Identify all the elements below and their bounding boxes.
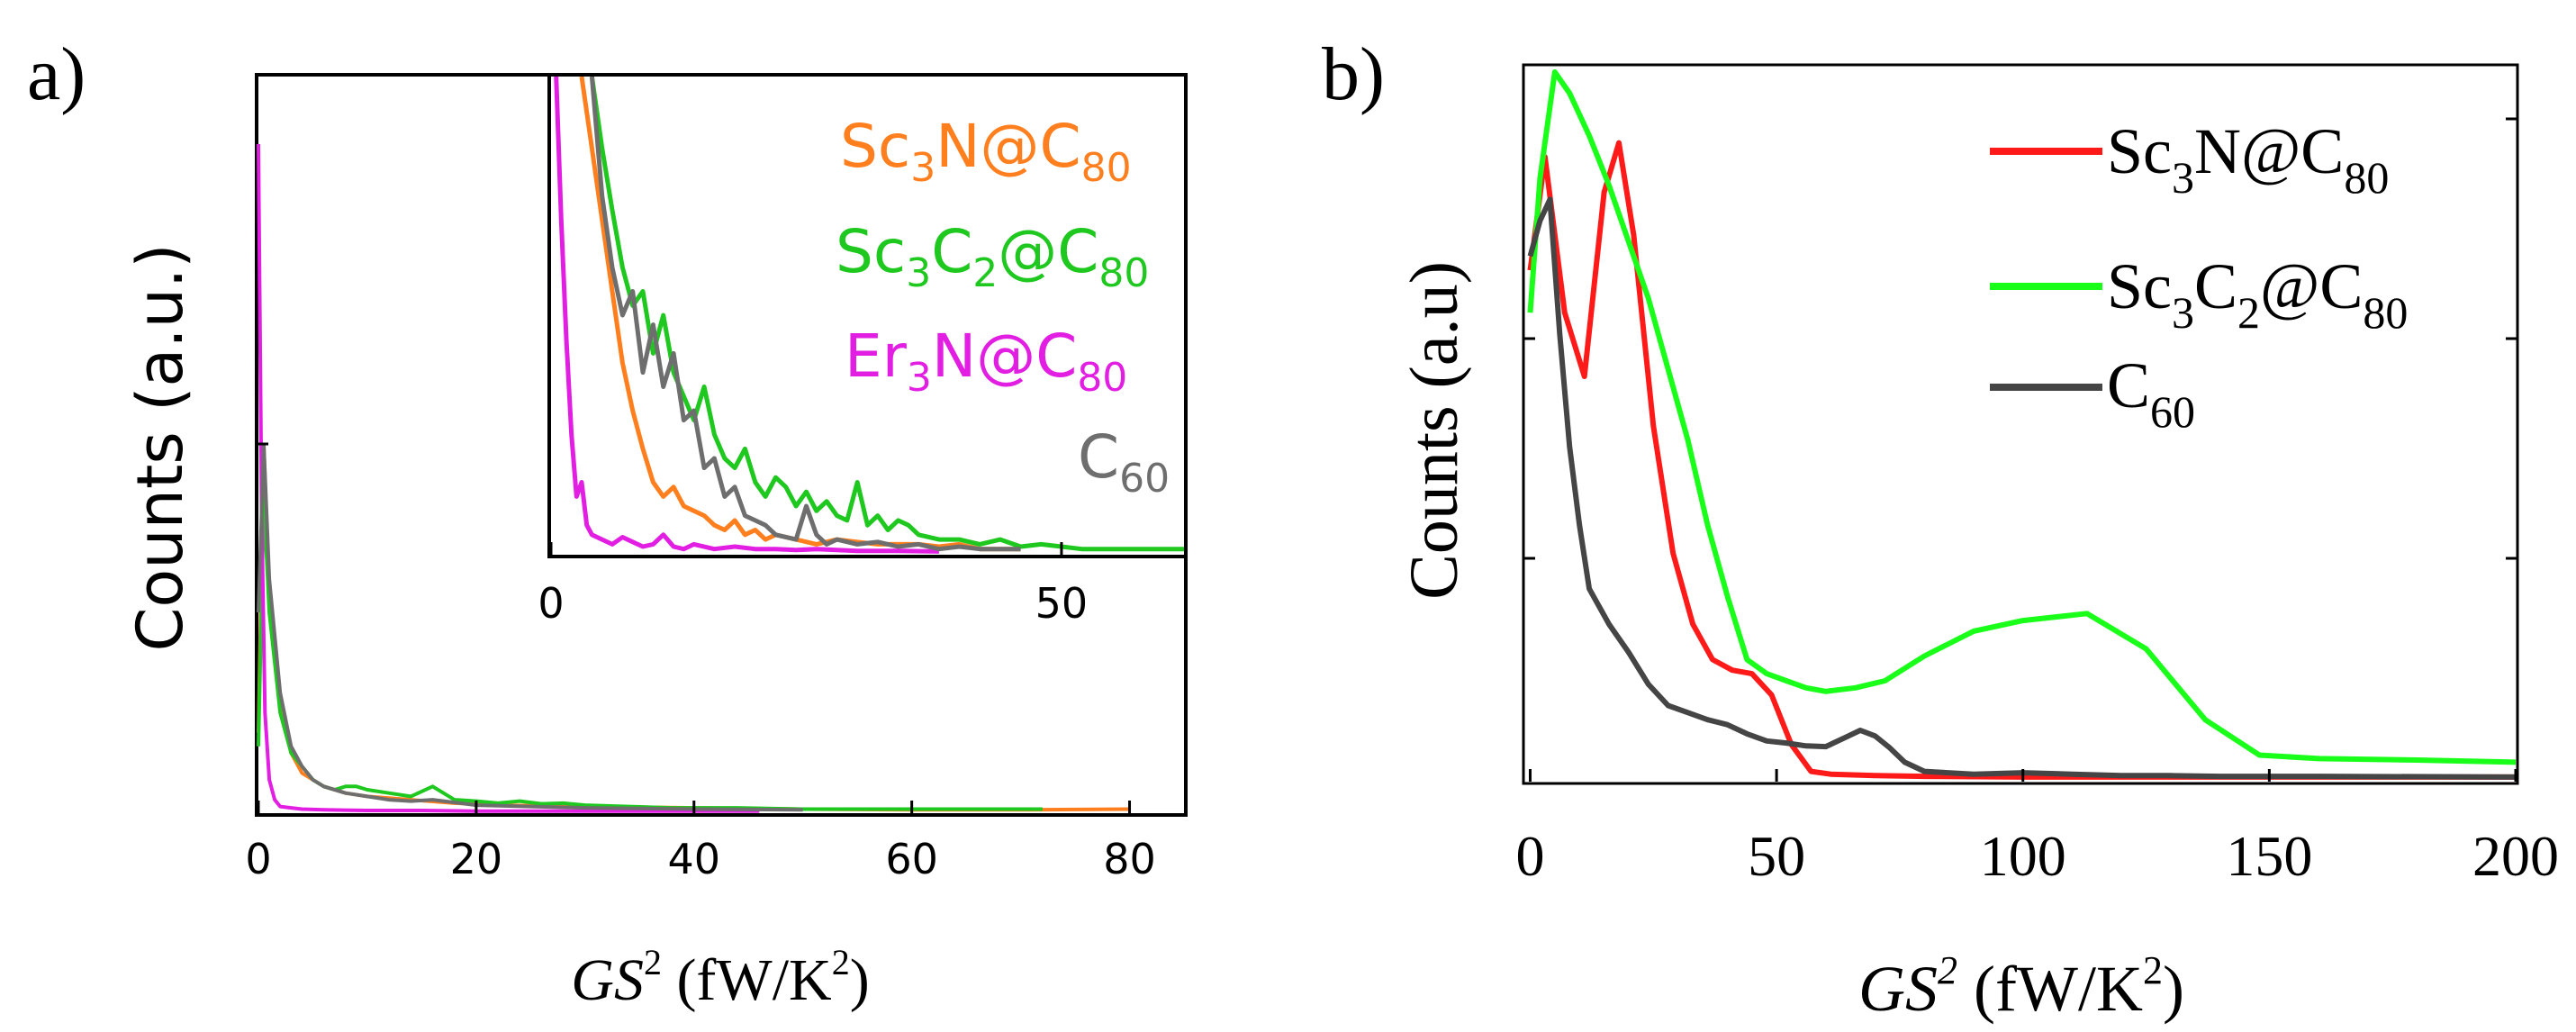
x-label-gs: GS — [1858, 953, 1938, 1025]
legend-subscript: 80 — [1077, 355, 1127, 401]
x-tick-label: 50 — [1035, 579, 1089, 628]
legend-entry-text: Sc3C2@C80 — [836, 217, 1149, 296]
legend-subscript: 80 — [1098, 250, 1149, 296]
legend-subscript: 3 — [910, 145, 935, 191]
series-line-er3n-c80 — [554, 76, 939, 554]
x-tick-label: 60 — [885, 835, 938, 883]
legend-entry-text: C60 — [2107, 349, 2195, 437]
x-label-unit-sup: 2 — [832, 942, 850, 982]
x-tick-label: 0 — [538, 579, 564, 628]
legend-text: C — [1078, 422, 1119, 492]
legend-subscript: 80 — [2344, 152, 2389, 203]
legend-item: C60 — [1990, 349, 2195, 437]
panel-b-axes-frame — [1522, 63, 2519, 785]
legend-entry-text: Sc3N@C80 — [2107, 115, 2389, 203]
x-label-unit-post: ) — [850, 947, 870, 1013]
legend-item: Sc3N@C80 — [840, 112, 1132, 191]
panel-b-x-ticks: 0 50 100 150 200 — [1515, 769, 2559, 888]
series-line-sc3c2-c80 — [589, 76, 1184, 552]
legend-text: Sc — [2107, 115, 2172, 187]
x-label-sup: 2 — [644, 942, 662, 982]
panel-b-x-axis-label: GS2 (fW/K2) — [1858, 948, 2184, 1025]
legend-subscript: 3 — [2172, 152, 2194, 203]
inset-series-group — [554, 76, 1184, 554]
inset-background — [549, 75, 1186, 557]
series-line-c60 — [589, 76, 1021, 552]
legend-item: C60 — [1078, 422, 1170, 502]
x-tick-label: 40 — [667, 835, 720, 883]
legend-item: Sc3N@C80 — [1990, 115, 2389, 203]
x-tick-label: 100 — [1980, 824, 2066, 888]
panel-a-x-ticks: 0 20 40 60 80 — [245, 801, 1156, 883]
legend-text: @C — [2260, 250, 2363, 322]
x-label-unit-sup: 2 — [2143, 948, 2163, 992]
legend-subscript: 60 — [1119, 456, 1170, 502]
legend-subscript: 3 — [907, 355, 932, 401]
panel-a-main-plot: 0 20 40 60 80 Counts (a.u.) GS2 (fW/K2) — [123, 73, 1188, 1013]
legend-item: Sc3C2@C80 — [836, 217, 1149, 296]
legend-text: N@C — [932, 321, 1077, 391]
legend-text: @C — [998, 217, 1098, 286]
panel-b-label: b) — [1322, 32, 1385, 116]
panel-a-x-axis-label: GS2 (fW/K2) — [571, 942, 869, 1013]
legend-item: Sc3C2@C80 — [1990, 250, 2408, 338]
legend-text: Sc — [840, 112, 910, 181]
legend-entry-text: C60 — [1078, 422, 1170, 502]
legend-subscript: 2 — [2237, 287, 2260, 338]
inset-axes-frame — [547, 73, 1188, 558]
legend-subscript: 80 — [2363, 287, 2408, 338]
legend-text: N@C — [2194, 115, 2344, 187]
legend-text: Er — [845, 321, 908, 391]
x-label-unit-pre: (fW/K — [662, 947, 832, 1013]
panel-a-label: a) — [27, 32, 86, 116]
x-label-gs: GS — [571, 947, 644, 1013]
legend-item: Er3N@C80 — [845, 321, 1127, 401]
x-tick-label: 0 — [245, 835, 271, 883]
panel-b-series-group — [1527, 69, 2517, 780]
legend-entry-text: Sc3N@C80 — [840, 112, 1132, 191]
x-tick-label: 50 — [1748, 824, 1805, 888]
series-line-c60 — [257, 443, 803, 812]
legend-subscript: 2 — [972, 250, 998, 296]
legend-subscript: 80 — [1081, 145, 1132, 191]
x-label-unit-pre: (fW/K — [1957, 953, 2143, 1025]
series-line-er3n-c80 — [257, 143, 760, 813]
legend-subscript: 3 — [906, 250, 931, 296]
x-tick-label: 200 — [2472, 824, 2559, 888]
legend-text: C — [2107, 349, 2150, 421]
panel-a-series-group — [257, 143, 1130, 813]
legend-text: C — [2194, 250, 2237, 322]
x-label-sup: 2 — [1938, 948, 1957, 992]
x-tick-label: 80 — [1103, 835, 1156, 883]
x-tick-label: 20 — [450, 835, 503, 883]
panel-b-y-axis-label: Counts (a.u) — [1396, 261, 1472, 600]
series-line-sc3c2-c80 — [1527, 69, 2517, 765]
x-tick-label: 150 — [2226, 824, 2312, 888]
legend-text: Sc — [836, 217, 906, 286]
legend-text: Sc — [2107, 250, 2172, 322]
x-label-unit-post: ) — [2163, 953, 2184, 1025]
legend-text: N@C — [935, 112, 1080, 181]
legend-entry-text: Er3N@C80 — [845, 321, 1127, 401]
legend-entry-text: Sc3C2@C80 — [2107, 250, 2408, 338]
x-tick-label: 0 — [1515, 824, 1544, 888]
inset-x-ticks: 0 50 — [538, 542, 1088, 628]
panel-a-y-axis-label: Counts (a.u.) — [123, 244, 197, 652]
series-line-c60 — [1527, 196, 2517, 780]
legend-text: C — [931, 217, 972, 286]
series-line-sc3n-c80 — [1527, 140, 2516, 780]
legend-subscript: 60 — [2150, 386, 2195, 437]
legend-subscript: 3 — [2172, 287, 2194, 338]
